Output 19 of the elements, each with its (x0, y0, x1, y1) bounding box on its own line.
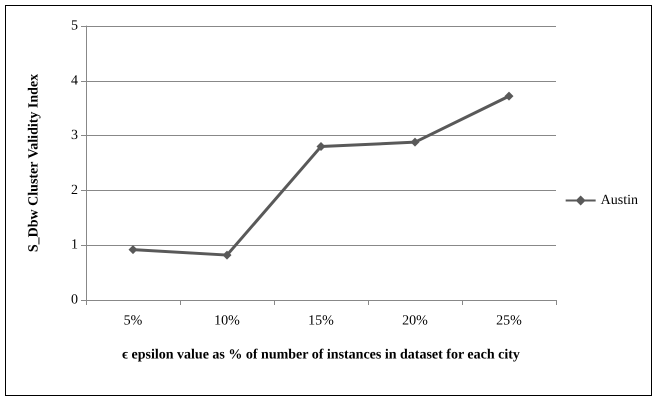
x-tick-label: 5% (124, 314, 143, 328)
y-tick-label: 4 (71, 73, 78, 88)
point (222, 250, 232, 260)
y-tick-label: 3 (71, 128, 78, 144)
x-tick-label: 15% (308, 314, 334, 328)
x-tick-label: 25% (496, 314, 522, 328)
legend-label: Austin (600, 193, 638, 208)
y-tick-label: 5 (71, 18, 78, 34)
point (316, 142, 326, 152)
y-tick-label: 1 (71, 238, 78, 253)
y-axis-title: S_Dbw Cluster Validity Index (26, 74, 42, 252)
point (128, 245, 138, 254)
y-tick-label: 2 (71, 182, 78, 198)
x-tick-label: 10% (214, 314, 240, 328)
point (410, 138, 420, 147)
y-tick-label: 0 (71, 292, 78, 308)
x-axis-title: ϵ epsilon value as % of number of instances in dataset for each city (122, 348, 520, 362)
point (504, 92, 514, 101)
x-tick-label: 20% (402, 314, 428, 328)
